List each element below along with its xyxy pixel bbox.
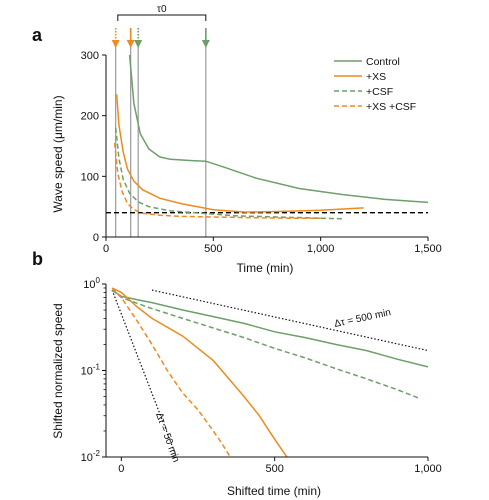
b-y-tick-label-2: 10-2 <box>81 449 101 464</box>
b-y-axis-label: Shifted normalized speed <box>51 303 65 438</box>
a-x-tick-label-0: 0 <box>103 243 109 255</box>
panel-label-b: b <box>32 249 43 269</box>
a-series-line-3 <box>113 142 321 219</box>
b-y-tick-label-1: 10-1 <box>81 363 101 378</box>
b-reference-line-0 <box>151 289 429 352</box>
b-reference-line-1 <box>111 289 178 458</box>
b-series-line-2 <box>111 287 288 458</box>
b-y-tick-label-0: 100 <box>83 276 100 291</box>
a-x-tick-label-2: 1,000 <box>307 243 335 255</box>
b-series-line-0 <box>111 289 429 368</box>
a-series-line-0 <box>128 54 429 204</box>
a-y-tick-label-0: 0 <box>93 232 99 244</box>
b-series-line-3 <box>111 287 231 458</box>
legend-label-xs-csf: +XS +CSF <box>366 101 416 113</box>
a-y-axis-label: Wave speed (μm/min) <box>51 95 65 212</box>
marker-arrow-head-3 <box>201 40 210 48</box>
tau-bracket <box>117 14 207 21</box>
legend: Control +XS +CSF +XS +CSF <box>334 56 416 113</box>
a-series-line-2 <box>114 127 343 220</box>
a-y-tick-label-2: 200 <box>81 111 99 123</box>
legend-label-xs: +XS <box>366 71 386 83</box>
chart-marks: 0 500 1,000 1,500 0 100 200 300 0 500 1,000 100 10-1… <box>81 14 442 475</box>
a-y-tick-label-3: 300 <box>81 50 99 62</box>
marker-arrow-head-0 <box>111 40 120 48</box>
a-x-tick-label-3: 1,500 <box>414 243 442 255</box>
b-x-tick-label-1: 500 <box>265 463 283 475</box>
ref-label-50: Δτ = 50 min <box>153 411 181 464</box>
b-x-axis-label: Shifted time (min) <box>227 484 321 498</box>
legend-label-csf: +CSF <box>366 86 393 98</box>
legend-label-control: Control <box>366 56 400 68</box>
a-y-tick-label-1: 100 <box>81 171 99 183</box>
ref-label-500: Δτ = 500 min <box>333 307 392 330</box>
a-x-tick-label-1: 500 <box>204 243 222 255</box>
b-x-tick-label-0: 0 <box>118 463 124 475</box>
tau-label: τ0 <box>157 4 167 15</box>
a-series-line-1 <box>115 94 364 213</box>
panel-label-a: a <box>32 25 43 45</box>
a-x-axis-label: Time (min) <box>237 261 294 275</box>
b-x-tick-label-2: 1,000 <box>414 463 442 475</box>
b-series-line-1 <box>111 289 420 399</box>
marker-arrow-head-2 <box>134 40 143 48</box>
marker-arrow-head-1 <box>126 40 135 48</box>
